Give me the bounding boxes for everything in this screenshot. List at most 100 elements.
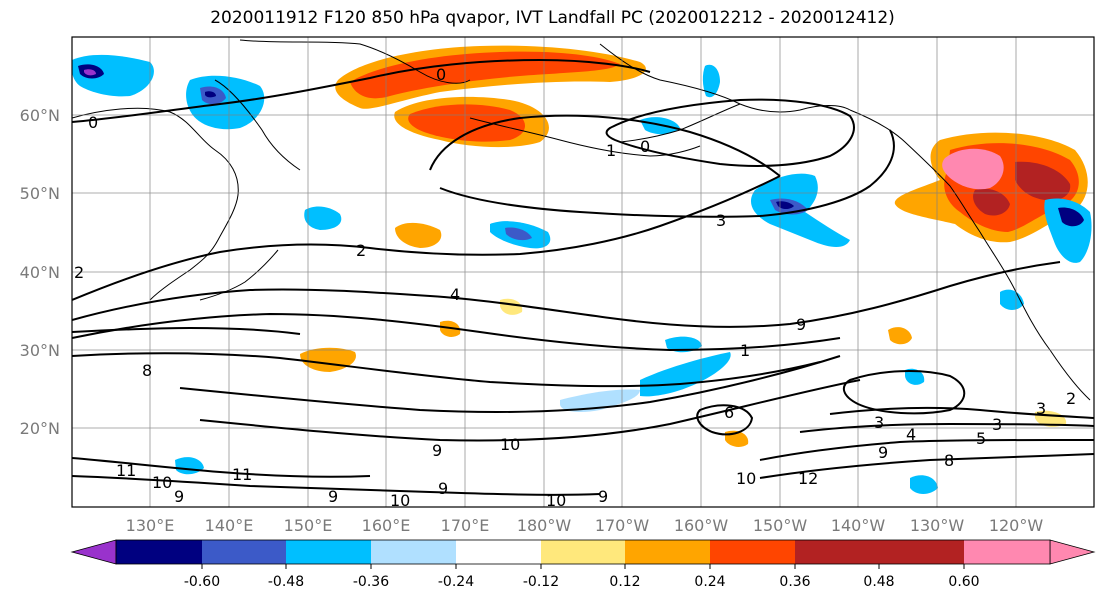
colorbar-tick-label: -0.36: [353, 574, 389, 590]
anomaly-tropic-blue-2: [665, 336, 702, 353]
coast-alaska-west: [599, 43, 851, 113]
anomaly-kamchatka-navy: [205, 91, 216, 98]
contour-three: [439, 129, 895, 218]
colorbar-tick-label: 0.48: [863, 574, 894, 590]
lon-label: 130°W: [910, 516, 965, 535]
colorbar-segment: [879, 540, 964, 564]
anomaly-aleutian-red: [408, 104, 525, 142]
contour-label: 10: [546, 491, 566, 510]
anomaly-aleutian-blue-2: [702, 64, 720, 98]
colorbar: -0.60 -0.48 -0.36 -0.24 -0.12 0.12 0.24 …: [70, 539, 1096, 590]
lat-label: 50°N: [20, 184, 60, 203]
lon-label: 160°E: [362, 516, 411, 535]
colorbar-segment: [795, 540, 879, 564]
plot-frame: [71, 36, 1095, 508]
contour-four: [72, 261, 1061, 328]
colorbar-tick-label: 0.36: [779, 574, 810, 590]
coast-asia-north: [72, 107, 239, 301]
coast-kamchatka: [214, 79, 301, 171]
contour-south-loop: [696, 404, 754, 436]
contour-east-2: [759, 453, 1094, 479]
contour-label: 11: [116, 461, 136, 480]
anomaly-mid-royal: [505, 227, 532, 241]
contour-label: 3: [1036, 399, 1046, 418]
contour-east-loop: [842, 370, 966, 415]
contour-label: 2: [1066, 389, 1076, 408]
contour-label: 8: [142, 361, 152, 380]
contour-two: [72, 175, 781, 301]
contour-label: 0: [88, 113, 98, 132]
lon-label: 140°E: [205, 516, 254, 535]
colorbar-segment: [116, 540, 202, 564]
coast-alaska-south: [849, 109, 981, 233]
contour-label: 3: [874, 413, 884, 432]
contour-label: 9: [174, 487, 184, 506]
contour-label: 10: [152, 473, 172, 492]
colorbar-min-arrow: [70, 539, 117, 565]
colorbar-segment: [710, 540, 795, 564]
lon-label: 150°W: [753, 516, 808, 535]
anomaly-eastpac-orange: [888, 327, 912, 345]
colorbar-segment: [371, 540, 456, 564]
ivt-contours: [72, 58, 1094, 496]
lon-label: 160°W: [674, 516, 729, 535]
contour-label: 9: [598, 487, 608, 506]
contour-eight: [72, 352, 821, 388]
latitude-labels: 60°N 50°N 40°N 30°N 20°N: [20, 106, 60, 438]
contour-one: [429, 114, 781, 177]
lat-label: 60°N: [20, 106, 60, 125]
anomaly-bering-red: [350, 51, 620, 99]
contour-label: 9: [328, 487, 338, 506]
lat-label: 40°N: [20, 263, 60, 282]
longitude-labels: 130°E 140°E 150°E 160°E 170°E 180°W 170°…: [126, 516, 1044, 535]
contour-label: 4: [450, 285, 460, 304]
contour-label: 9: [796, 315, 806, 334]
contour-zero-loop: [605, 98, 855, 167]
lon-label: 180°W: [517, 516, 572, 535]
contour-six: [72, 312, 841, 352]
anomaly-midpacific-orange: [395, 222, 442, 248]
colorbar-tick-label: -0.48: [268, 574, 304, 590]
contour-label: 5: [976, 429, 986, 448]
contour-label: 3: [716, 211, 726, 230]
coast-japan: [199, 249, 279, 301]
colorbar-tick-label: -0.12: [523, 574, 559, 590]
colorbar-ticks: [201, 564, 965, 569]
contour-labels: 0 0 0 1 3 2 4 9 1 8 6 9 10 11 11 10 9 9 …: [74, 65, 1076, 510]
colorbar-segment: [964, 540, 1050, 564]
anomaly-sw-blue: [910, 475, 938, 494]
contour-label: 10: [390, 491, 410, 510]
colorbar-tick-label: -0.24: [438, 574, 474, 590]
anomaly-sw-blue-2: [905, 368, 925, 385]
colorbar-segment: [286, 540, 371, 564]
contour-west-jet: [72, 326, 301, 335]
map-title: 2020011912 F120 850 hPa qvapor, IVT Land…: [210, 8, 895, 28]
anomaly-japan-blue: [304, 206, 342, 230]
contour-label: 3: [992, 415, 1002, 434]
colorbar-segment: [456, 540, 541, 564]
lon-label: 130°E: [126, 516, 175, 535]
contour-label: 10: [500, 435, 520, 454]
contour-east-1: [759, 439, 1094, 461]
colorbar-tick-label: -0.60: [184, 574, 220, 590]
contour-label: 11: [232, 465, 252, 484]
lat-label: 30°N: [20, 341, 60, 360]
contour-east-3: [799, 422, 1094, 433]
lon-label: 150°E: [284, 516, 333, 535]
contour-label: 9: [432, 441, 442, 460]
contour-label: 1: [740, 341, 750, 360]
anomaly-east-navy: [1058, 207, 1084, 227]
colorbar-segment: [541, 540, 625, 564]
lon-label: 170°E: [441, 516, 490, 535]
contour-label: 2: [74, 263, 84, 282]
contour-jet-1: [179, 355, 841, 413]
lat-label: 20°N: [20, 419, 60, 438]
contour-label: 9: [438, 479, 448, 498]
contour-label: 4: [906, 425, 916, 444]
contour-label: 2: [356, 241, 366, 260]
contour-eleven: [72, 457, 371, 478]
contour-label: 9: [878, 443, 888, 462]
plot-area: 0 0 0 1 3 2 4 9 1 8 6 9 10 11 11 10 9 9 …: [72, 37, 1094, 510]
contour-label: 0: [640, 137, 650, 156]
contour-label: 10: [736, 469, 756, 488]
